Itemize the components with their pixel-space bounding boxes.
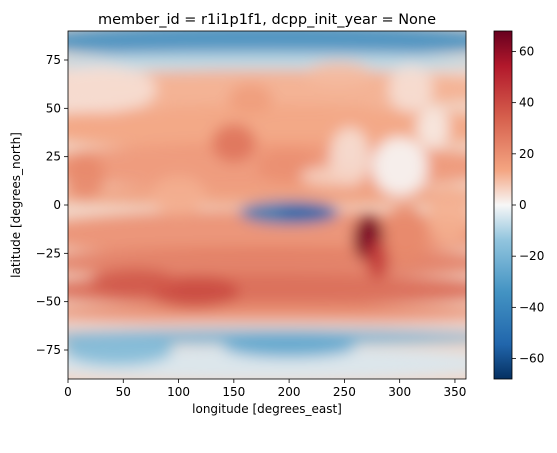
heatmap-cell bbox=[305, 61, 373, 86]
heatmap bbox=[67, 30, 467, 380]
y-tick-label: −50 bbox=[36, 295, 61, 309]
heatmap-cell bbox=[388, 65, 433, 113]
colorbar-ticks: 60 40 20 0 −20 −40 −60 bbox=[512, 44, 544, 366]
y-tick-label: 25 bbox=[46, 150, 61, 164]
y-tick-label: −25 bbox=[36, 246, 61, 260]
heatmap-cell bbox=[68, 152, 105, 200]
heatmap-cell bbox=[366, 239, 389, 279]
heatmap-cell bbox=[68, 334, 174, 366]
x-tick-label: 250 bbox=[333, 385, 356, 399]
y-axis-label: latitude [degrees_north] bbox=[9, 132, 23, 278]
x-tick-label: 50 bbox=[116, 385, 131, 399]
heatmap-cell bbox=[90, 268, 179, 296]
colorbar-tick-label: −60 bbox=[519, 352, 544, 366]
heatmap-cell bbox=[222, 334, 356, 358]
colorbar-tick-label: 40 bbox=[519, 96, 534, 110]
colorbar-tick-label: −20 bbox=[519, 249, 544, 263]
heatmap-cell bbox=[68, 104, 466, 151]
x-tick-label: 200 bbox=[278, 385, 301, 399]
y-tick-label: 0 bbox=[53, 198, 61, 212]
x-tick-label: 150 bbox=[222, 385, 245, 399]
heatmap-cell bbox=[68, 31, 466, 59]
y-axis: 75 50 25 0 −25 −50 −75 bbox=[36, 53, 68, 357]
heatmap-cell bbox=[300, 166, 367, 186]
x-tick-label: 0 bbox=[64, 385, 72, 399]
y-tick-label: 50 bbox=[46, 101, 61, 115]
heatmap-cell bbox=[383, 205, 428, 263]
colorbar-tick-label: 0 bbox=[519, 198, 527, 212]
heatmap-cell bbox=[228, 83, 273, 115]
heatmap-cell bbox=[278, 205, 334, 221]
x-tick-label: 350 bbox=[443, 385, 466, 399]
heatmap-cell bbox=[68, 303, 466, 323]
x-tick-label: 300 bbox=[388, 385, 411, 399]
chart-title: member_id = r1i1p1f1, dcpp_init_year = N… bbox=[98, 12, 436, 28]
colorbar-gradient bbox=[493, 30, 513, 380]
x-tick-label: 100 bbox=[167, 385, 190, 399]
heatmap-cell bbox=[211, 123, 256, 163]
y-tick-label: −75 bbox=[36, 343, 61, 357]
colorbar-tick-label: −40 bbox=[519, 300, 544, 314]
colorbar: 60 40 20 0 −20 −40 −60 bbox=[493, 30, 544, 380]
x-axis: 0 50 100 150 200 250 300 350 bbox=[64, 379, 466, 399]
colorbar-tick-label: 20 bbox=[519, 147, 534, 161]
heatmap-cell bbox=[68, 247, 466, 279]
heatmap-cell bbox=[427, 185, 466, 244]
x-axis-label: longitude [degrees_east] bbox=[192, 402, 342, 416]
heatmap-cell bbox=[372, 137, 428, 196]
heatmap-cell bbox=[68, 52, 466, 72]
colorbar-tick-label: 60 bbox=[519, 44, 534, 58]
heatmap-cell bbox=[150, 176, 207, 215]
heatmap-cell bbox=[416, 108, 450, 147]
y-tick-label: 75 bbox=[46, 53, 61, 67]
heatmap-field bbox=[68, 31, 466, 379]
heatmap-cell bbox=[68, 65, 157, 113]
